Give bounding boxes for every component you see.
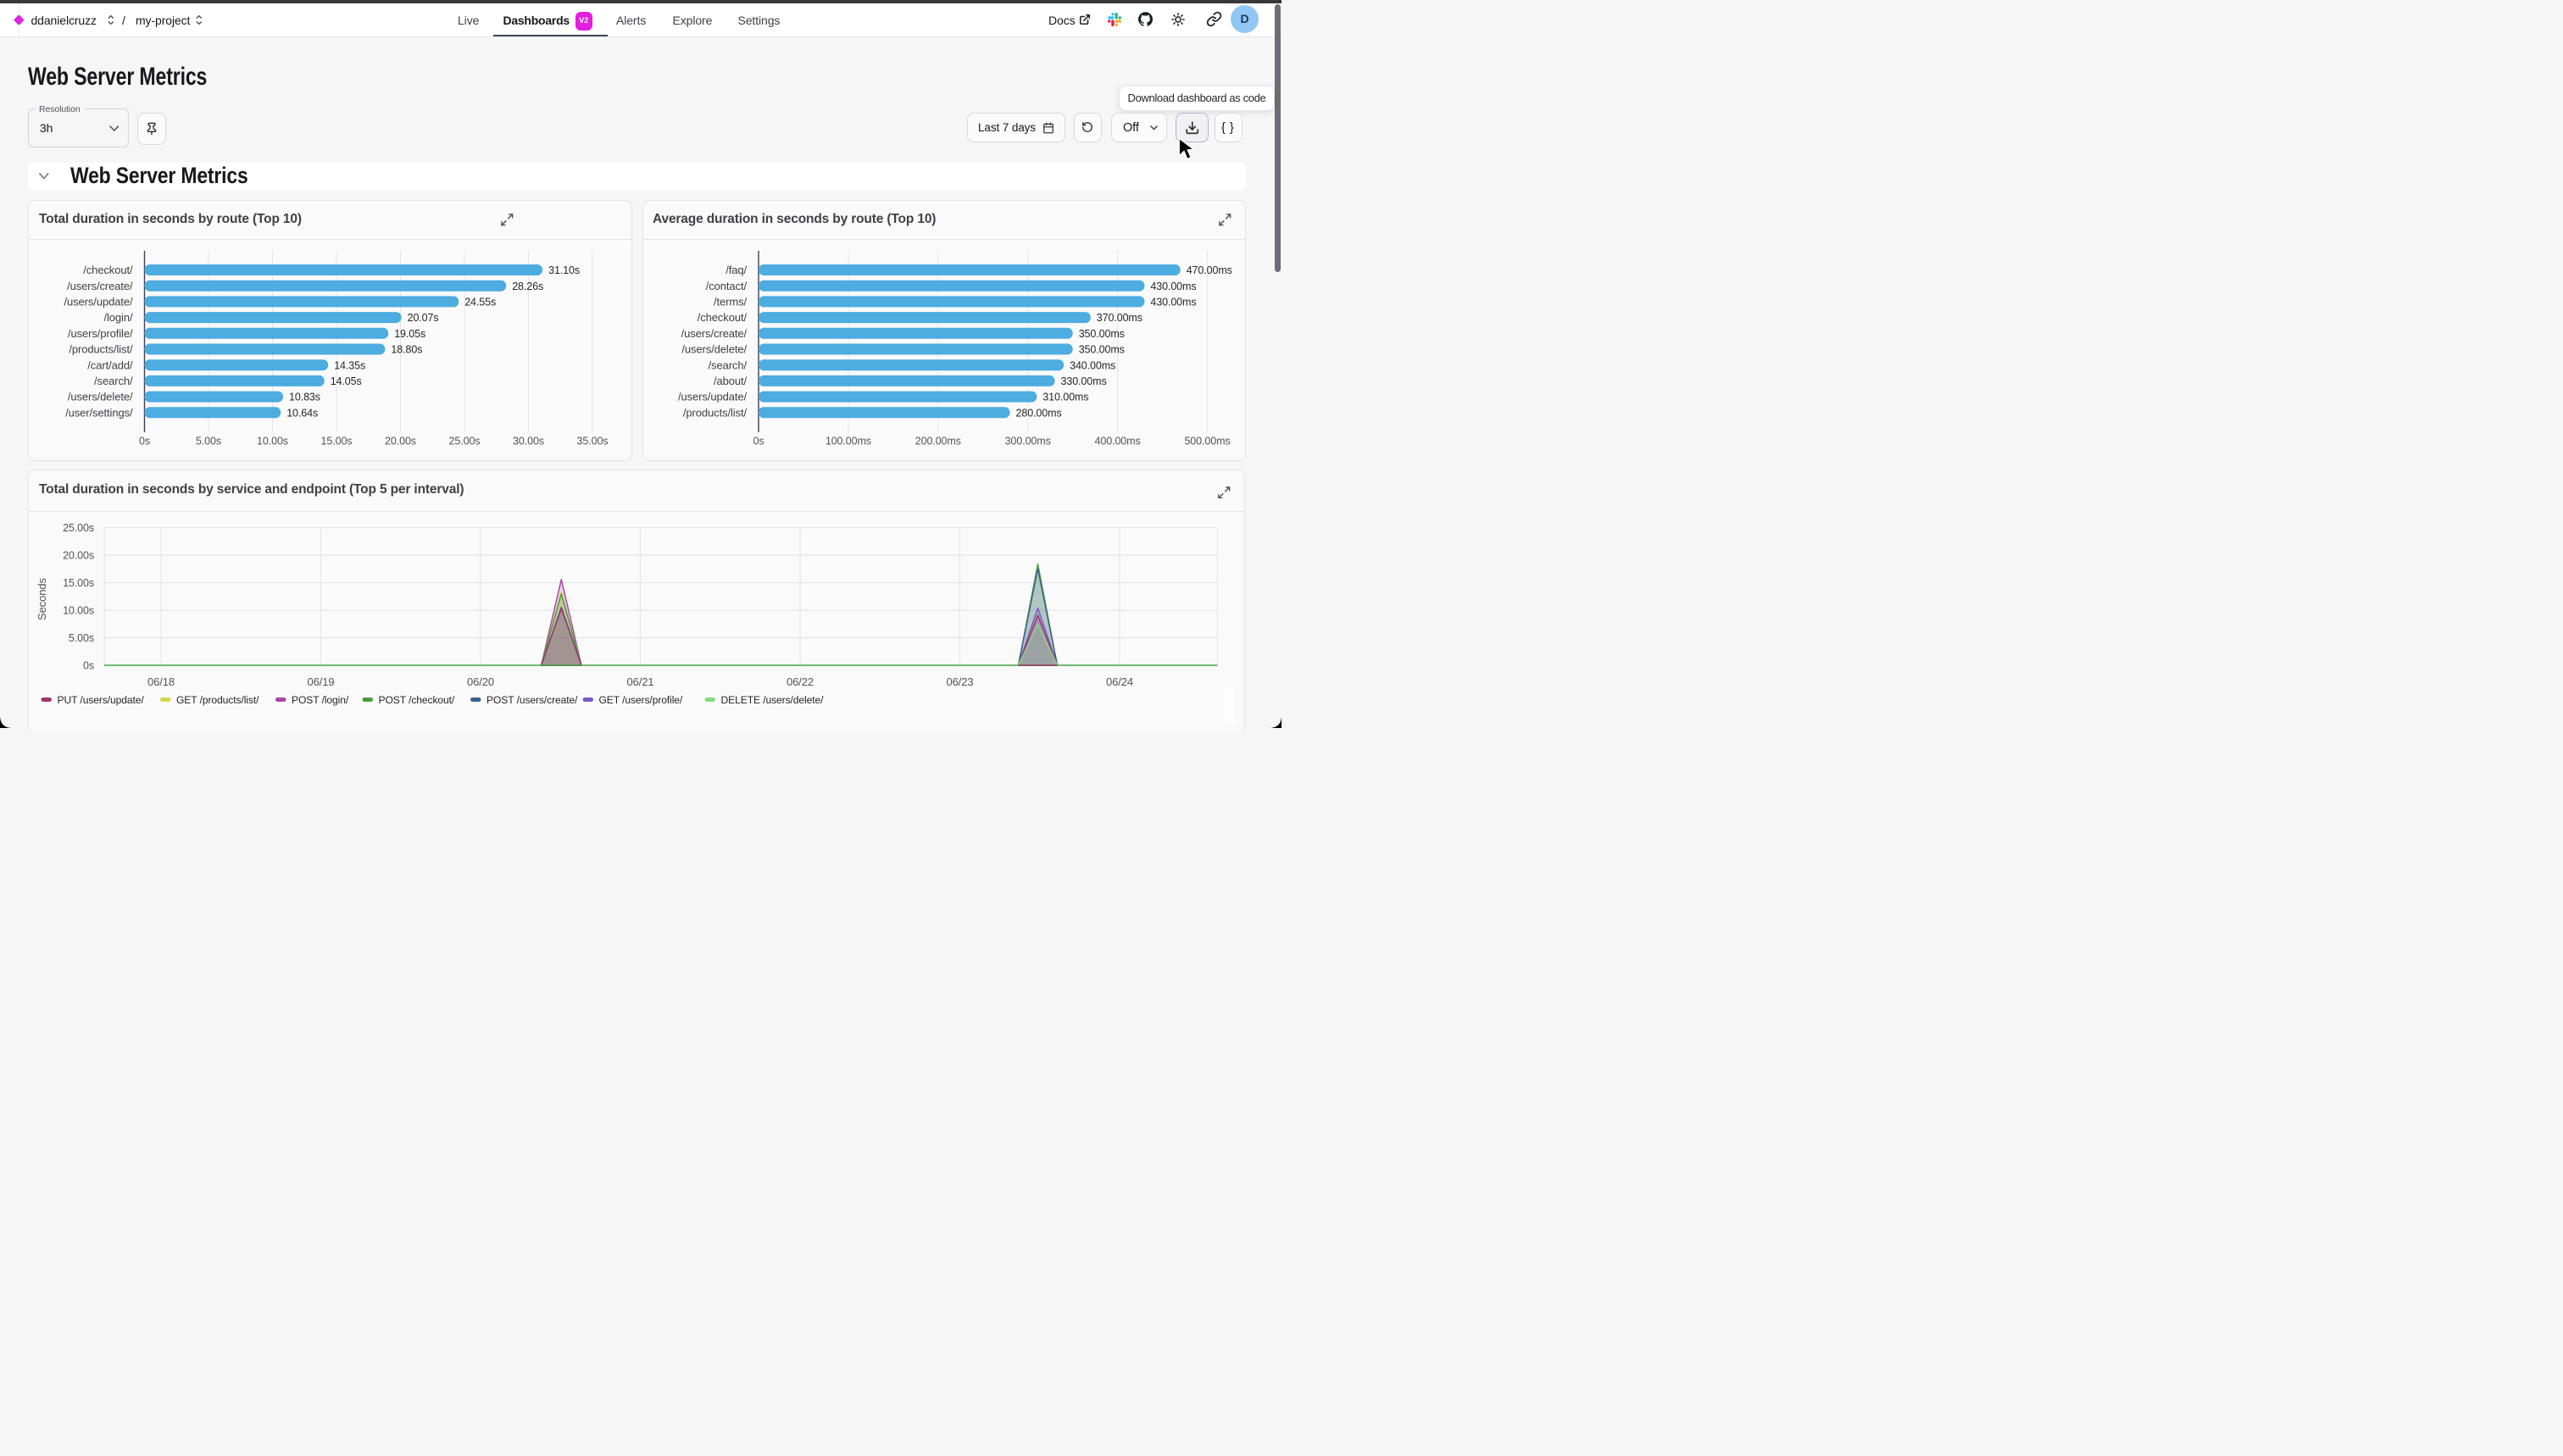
svg-text:430.00ms: 430.00ms — [1150, 297, 1196, 308]
svg-text:/terms/: /terms/ — [714, 296, 748, 308]
svg-text:400.00ms: 400.00ms — [1095, 436, 1141, 447]
svg-text:0s: 0s — [139, 436, 150, 447]
svg-text:POST /checkout/: POST /checkout/ — [379, 694, 455, 706]
svg-text:/users/delete/: /users/delete/ — [68, 391, 133, 403]
svg-text:500.00ms: 500.00ms — [1184, 436, 1230, 447]
svg-text:25.00s: 25.00s — [63, 522, 94, 534]
svg-text:06/19: 06/19 — [307, 675, 334, 688]
svg-text:20.00s: 20.00s — [385, 436, 416, 447]
svg-text:28.26s: 28.26s — [512, 281, 543, 292]
svg-text:/users/update/: /users/update/ — [64, 296, 133, 308]
svg-text:14.05s: 14.05s — [331, 375, 362, 387]
svg-text:DELETE /users/delete/: DELETE /users/delete/ — [721, 694, 825, 706]
svg-text:100.00ms: 100.00ms — [826, 436, 871, 447]
svg-text:18.80s: 18.80s — [391, 344, 422, 356]
svg-text:24.55s: 24.55s — [464, 297, 496, 308]
svg-text:06/18: 06/18 — [147, 675, 175, 688]
svg-text:/faq/: /faq/ — [726, 264, 747, 276]
svg-text:470.00ms: 470.00ms — [1187, 264, 1232, 276]
svg-text:/user/settings/: /user/settings/ — [65, 406, 133, 419]
svg-text:25.00s: 25.00s — [449, 436, 481, 447]
svg-text:31.10s: 31.10s — [548, 264, 580, 276]
svg-text:06/20: 06/20 — [467, 675, 494, 688]
svg-text:GET /users/profile/: GET /users/profile/ — [599, 694, 683, 706]
svg-text:35.00s: 35.00s — [577, 436, 609, 447]
svg-text:06/24: 06/24 — [1106, 675, 1133, 688]
svg-text:20.00s: 20.00s — [63, 550, 94, 562]
svg-text:10.00s: 10.00s — [63, 605, 94, 617]
svg-text:430.00ms: 430.00ms — [1150, 281, 1196, 292]
svg-text:PUT /users/update/: PUT /users/update/ — [58, 694, 145, 706]
svg-text:350.00ms: 350.00ms — [1079, 328, 1125, 340]
svg-text:330.00ms: 330.00ms — [1061, 375, 1107, 387]
svg-text:10.00s: 10.00s — [257, 436, 288, 447]
svg-text:10.83s: 10.83s — [289, 392, 320, 403]
svg-text:/login/: /login/ — [104, 311, 133, 324]
svg-text:14.35s: 14.35s — [334, 359, 365, 371]
svg-text:/users/create/: /users/create/ — [67, 280, 133, 292]
svg-text:310.00ms: 310.00ms — [1042, 392, 1088, 403]
svg-text:/search/: /search/ — [94, 375, 133, 387]
svg-text:/products/list/: /products/list/ — [683, 406, 748, 419]
svg-text:/users/delete/: /users/delete/ — [681, 343, 747, 356]
svg-text:06/22: 06/22 — [787, 675, 814, 688]
svg-text:370.00ms: 370.00ms — [1097, 312, 1143, 324]
svg-text:5.00s: 5.00s — [196, 436, 221, 447]
svg-text:350.00ms: 350.00ms — [1079, 344, 1125, 356]
svg-text:15.00s: 15.00s — [63, 577, 94, 589]
svg-text:POST /users/create/: POST /users/create/ — [486, 694, 578, 706]
svg-text:POST /login/: POST /login/ — [292, 694, 349, 706]
svg-text:06/23: 06/23 — [946, 675, 973, 688]
svg-text:280.00ms: 280.00ms — [1016, 407, 1062, 419]
svg-text:10.64s: 10.64s — [286, 407, 318, 419]
svg-text:300.00ms: 300.00ms — [1005, 436, 1051, 447]
svg-text:/users/create/: /users/create/ — [681, 327, 748, 340]
svg-text:20.07s: 20.07s — [408, 312, 439, 324]
svg-text:/users/update/: /users/update/ — [678, 391, 747, 403]
svg-text:/checkout/: /checkout/ — [83, 264, 133, 276]
svg-text:/cart/add/: /cart/add/ — [87, 358, 133, 371]
svg-text:0s: 0s — [753, 436, 764, 447]
svg-text:/about/: /about/ — [714, 375, 748, 387]
svg-text:/search/: /search/ — [709, 358, 748, 371]
svg-text:15.00s: 15.00s — [321, 436, 353, 447]
svg-text:19.05s: 19.05s — [394, 328, 425, 340]
svg-text:GET /products/list/: GET /products/list/ — [176, 694, 259, 706]
svg-text:/products/list/: /products/list/ — [69, 343, 133, 356]
svg-text:/checkout/: /checkout/ — [698, 311, 748, 324]
svg-text:340.00ms: 340.00ms — [1070, 359, 1115, 371]
svg-text:0s: 0s — [83, 660, 94, 672]
svg-text:Seconds: Seconds — [36, 577, 48, 620]
svg-text:200.00ms: 200.00ms — [915, 436, 961, 447]
svg-text:/users/profile/: /users/profile/ — [68, 327, 133, 340]
svg-text:/contact/: /contact/ — [706, 280, 748, 292]
svg-text:06/21: 06/21 — [626, 675, 653, 688]
svg-text:5.00s: 5.00s — [69, 632, 94, 644]
svg-text:30.00s: 30.00s — [513, 436, 544, 447]
